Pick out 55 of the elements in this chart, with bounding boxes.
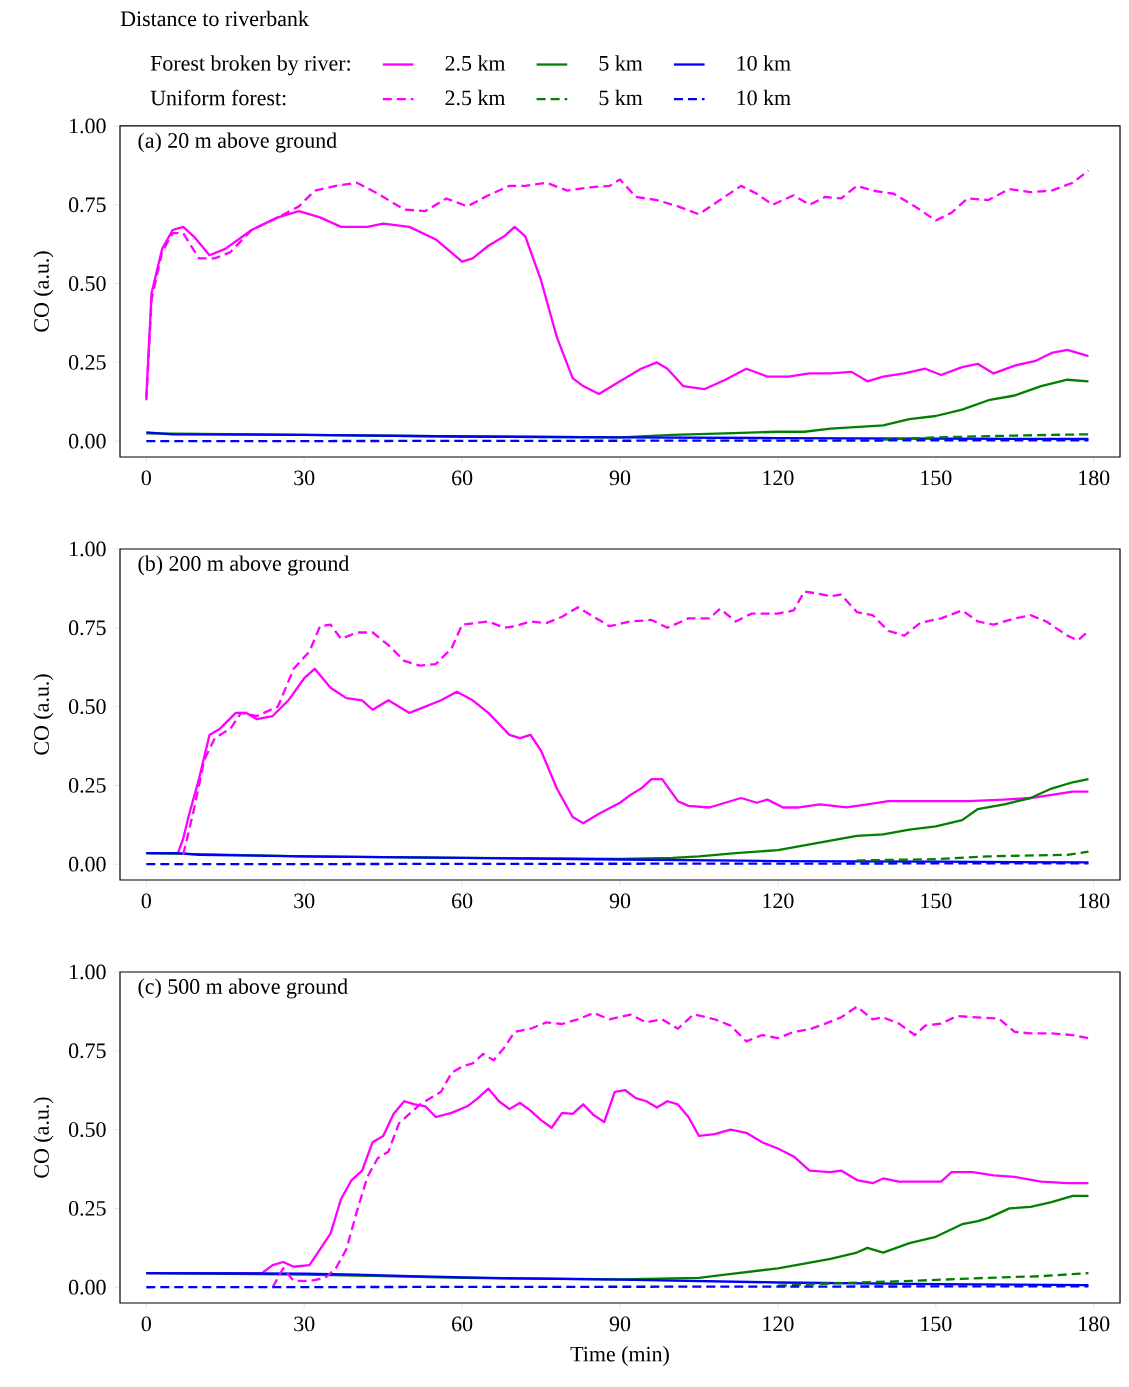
legend-label: 2.5 km	[445, 55, 506, 71]
chart-title: (c) 500 m above ground	[138, 978, 348, 999]
chart-title: (b) 200 m above ground	[138, 555, 350, 576]
y-axis-title: CO (a.u.)	[33, 251, 54, 332]
text: Forest broken by river:	[150, 55, 350, 76]
line-series	[855, 850, 1090, 862]
line-series	[145, 169, 1090, 402]
y-tick-label: 0.50	[68, 1122, 106, 1138]
x-tick-label: 150	[921, 470, 952, 486]
y-tick-label: 1.00	[70, 964, 106, 980]
x-axis-title: Time (min)	[570, 1346, 669, 1366]
x-tick-label: 150	[921, 893, 952, 909]
y-tick-label: 0.50	[68, 276, 106, 292]
text: Uniform forest:	[150, 89, 286, 106]
legend-label: 10 km	[737, 55, 791, 71]
x-tick-label: 180	[1079, 470, 1110, 486]
legend-label: 5 km	[599, 89, 643, 106]
chart-title: (a) 20 m above ground	[138, 132, 337, 153]
y-tick-label: 0.75	[68, 620, 106, 636]
y-tick-label: 1.00	[70, 541, 106, 557]
x-tick-label: 120	[763, 470, 794, 486]
legend-title: Distance to riverbank	[120, 10, 309, 27]
y-tick-label: 0.00	[68, 856, 106, 872]
x-tick-label: 120	[763, 1316, 794, 1332]
legend-label: 2.5 km	[445, 89, 506, 106]
y-axis-title: CO (a.u.)	[33, 674, 54, 755]
y-axis-title: CO (a.u.)	[33, 1097, 54, 1178]
y-tick-label: 0.75	[68, 197, 106, 213]
y-tick-label: 0.25	[68, 1200, 106, 1216]
x-tick-label: 180	[1079, 1316, 1110, 1332]
legend-label: 5 km	[599, 55, 643, 71]
y-tick-label: 0.25	[68, 354, 106, 370]
x-tick-label: 120	[763, 893, 794, 909]
y-tick-label: 0.50	[68, 699, 106, 715]
legend-label: 10 km	[737, 89, 791, 106]
y-tick-label: 0.00	[68, 433, 106, 449]
x-tick-label: 30	[294, 470, 315, 486]
x-tick-label: 30	[294, 1316, 315, 1332]
line-series	[776, 1271, 1090, 1287]
x-tick-label: 0	[141, 1316, 151, 1332]
x-tick-label: 60	[452, 1316, 473, 1332]
x-tick-label: 90	[609, 893, 631, 909]
x-tick-label: 0	[141, 470, 151, 486]
x-tick-label: 180	[1079, 893, 1110, 909]
y-tick-label: 0.25	[68, 777, 106, 793]
y-tick-label: 0.00	[68, 1279, 106, 1295]
x-tick-label: 150	[921, 1316, 952, 1332]
x-tick-label: 90	[609, 1316, 631, 1332]
x-tick-label: 60	[452, 470, 473, 486]
x-tick-label: 90	[609, 470, 631, 486]
y-tick-label: 0.75	[68, 1043, 106, 1059]
x-tick-label: 0	[141, 893, 151, 909]
y-tick-label: 1.00	[70, 118, 106, 134]
x-tick-label: 60	[452, 893, 473, 909]
x-tick-label: 30	[294, 893, 315, 909]
